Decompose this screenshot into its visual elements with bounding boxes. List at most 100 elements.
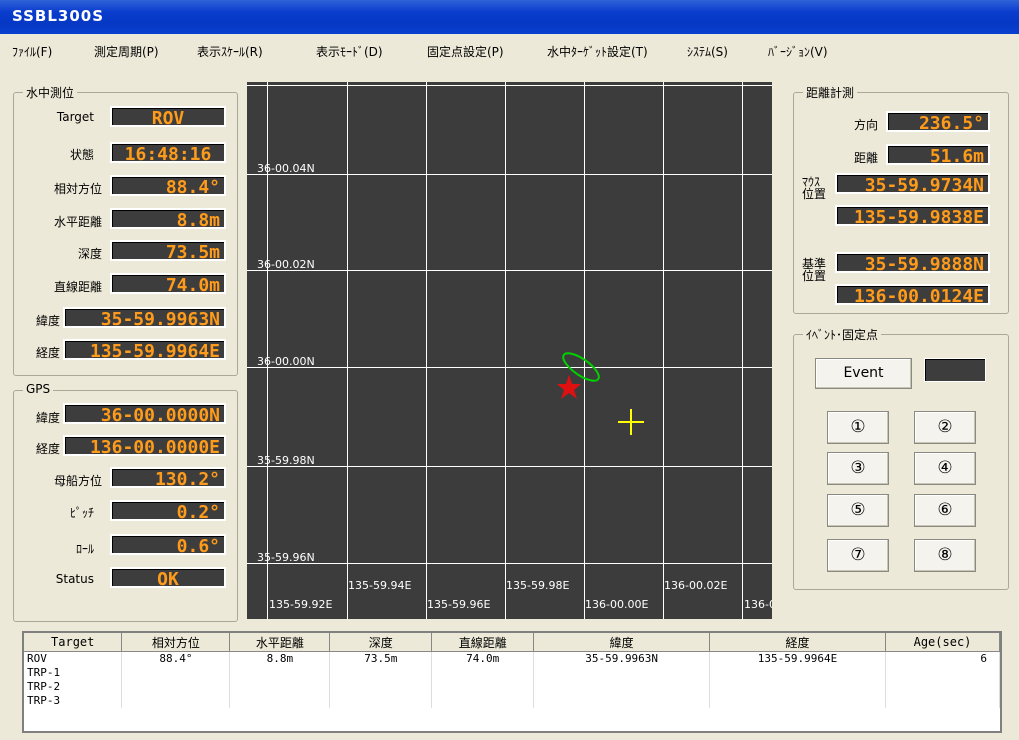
menu-bar: ﾌｧｲﾙ(F) 測定周期(P) 表示ｽｹｰﾙ(R) 表示ﾓｰﾄﾞ(D) 固定点設…	[0, 40, 1019, 62]
fixed-point-5-button[interactable]: ⑤	[827, 494, 889, 527]
grid-lines	[247, 82, 772, 619]
lon-tick-label: 136-00.00E	[585, 598, 648, 611]
pitch-value: 0.2°	[110, 500, 226, 521]
table-cell	[229, 694, 331, 708]
table-row[interactable]: TRP-3	[24, 694, 1000, 708]
table-cell	[329, 694, 433, 708]
position-plot[interactable]: 36-00.04N 36-00.02N 36-00.00N 35-59.98N …	[247, 82, 772, 619]
mouse-longitude-value: 135-59.9838E	[835, 205, 990, 226]
lon-tick-label: 135-59.96E	[427, 598, 490, 611]
fixed-point-1-button[interactable]: ①	[827, 411, 889, 444]
rov-longitude-value: 135-59.9964E	[63, 339, 226, 360]
table-cell	[431, 694, 535, 708]
column-header[interactable]: 水平距離	[229, 633, 331, 652]
lat-tick-label: 36-00.00N	[257, 355, 315, 368]
table-cell	[709, 694, 886, 708]
lat-tick-label: 35-59.98N	[257, 454, 315, 467]
gps-status-value: OK	[110, 567, 226, 588]
table-cell	[121, 666, 231, 680]
roll-value: 0.6°	[110, 534, 226, 555]
relative-bearing-value: 88.4°	[110, 175, 226, 196]
mouse-latitude-value: 35-59.9734N	[835, 173, 990, 194]
reference-position-label: 基準 位置	[802, 257, 827, 283]
depth-label: 深度	[77, 247, 102, 261]
table-row[interactable]: TRP-1	[24, 666, 1000, 680]
table-cell: 74.0m	[431, 651, 535, 666]
vessel-heading-label: 母船方位	[53, 474, 102, 488]
table-row[interactable]: ROV 88.4° 8.8m 73.5m 74.0m 35-59.9963N 1…	[24, 651, 1000, 666]
lat-tick-label: 35-59.96N	[257, 551, 315, 564]
rov-latitude-value: 35-59.9963N	[63, 307, 226, 328]
column-header[interactable]: Target	[24, 633, 123, 652]
table-cell: 35-59.9963N	[533, 651, 711, 666]
axis-labels: 36-00.04N 36-00.02N 36-00.00N 35-59.98N …	[257, 162, 772, 611]
table-cell: 135-59.9964E	[709, 651, 886, 666]
title-bar[interactable]: SSBL300S	[0, 0, 1019, 34]
table-cell	[885, 666, 1000, 680]
status-label: 状態	[69, 148, 94, 162]
fixed-point-6-button[interactable]: ⑥	[914, 494, 976, 527]
horizontal-distance-label: 水平距離	[53, 215, 102, 229]
menu-underwater-target-settings[interactable]: 水中ﾀｰｹﾞｯﾄ設定(T)	[547, 45, 648, 59]
table-cell	[533, 680, 711, 694]
depth-value: 73.5m	[110, 240, 226, 261]
gps-group: GPS	[13, 382, 238, 622]
status-time-value: 16:48:16	[110, 142, 226, 163]
pitch-label: ﾋﾟｯﾁ	[69, 506, 94, 520]
plot-canvas: 36-00.04N 36-00.02N 36-00.00N 35-59.98N …	[247, 82, 772, 619]
reference-latitude-value: 35-59.9888N	[835, 252, 990, 273]
direction-value: 236.5°	[886, 111, 990, 132]
fixed-point-8-button[interactable]: ⑧	[914, 539, 976, 572]
fixed-point-4-button[interactable]: ④	[914, 452, 976, 485]
table-cell	[709, 680, 886, 694]
column-header[interactable]: 深度	[329, 633, 433, 652]
column-header[interactable]: 直線距離	[431, 633, 535, 652]
table-cell: 6	[885, 651, 1000, 666]
table-row[interactable]: TRP-2	[24, 680, 1000, 694]
gps-latitude-value: 36-00.0000N	[63, 403, 226, 424]
slant-distance-label: 直線距離	[53, 280, 102, 294]
menu-file[interactable]: ﾌｧｲﾙ(F)	[12, 45, 53, 59]
column-header[interactable]: Age(sec)	[885, 633, 1000, 652]
table-header-row: Target 相対方位 水平距離 深度 直線距離 緯度 経度 Age(sec)	[24, 633, 1000, 652]
table-cell	[533, 666, 711, 680]
reference-longitude-value: 136-00.0124E	[835, 284, 990, 305]
menu-version[interactable]: ﾊﾞｰｼﾞｮﾝ(V)	[768, 45, 828, 59]
fixed-point-7-button[interactable]: ⑦	[827, 539, 889, 572]
lon-tick-label: 135-59.98E	[506, 579, 569, 592]
fixed-point-3-button[interactable]: ③	[827, 452, 889, 485]
table-cell	[431, 680, 535, 694]
table-cell	[885, 694, 1000, 708]
gps-status-label: Status	[55, 572, 94, 586]
target-table: Target 相対方位 水平距離 深度 直線距離 緯度 経度 Age(sec) …	[24, 633, 1000, 708]
lat-tick-label: 36-00.04N	[257, 162, 315, 175]
slant-distance-value: 74.0m	[110, 273, 226, 294]
relative-bearing-label: 相対方位	[53, 182, 102, 196]
menu-measure-period[interactable]: 測定周期(P)	[94, 45, 159, 59]
underwater-positioning-group: 水中測位	[13, 84, 238, 376]
reference-crosshair	[618, 409, 644, 435]
target-table-container[interactable]: Target 相対方位 水平距離 深度 直線距離 緯度 経度 Age(sec) …	[22, 631, 1002, 733]
column-header[interactable]: 相対方位	[121, 633, 231, 652]
menu-system[interactable]: ｼｽﾃﾑ(S)	[687, 45, 728, 59]
table-cell	[121, 694, 231, 708]
event-button[interactable]: Event	[815, 358, 912, 389]
lon-tick-label: 135-59.94E	[348, 579, 411, 592]
menu-fixed-point-settings[interactable]: 固定点設定(P)	[427, 45, 504, 59]
direction-label: 方向	[853, 118, 878, 132]
distance-value: 51.6m	[886, 144, 990, 165]
menu-display-mode[interactable]: 表示ﾓｰﾄﾞ(D)	[316, 45, 383, 59]
column-header[interactable]: 緯度	[533, 633, 711, 652]
menu-display-scale[interactable]: 表示ｽｹｰﾙ(R)	[197, 45, 263, 59]
target-value: ROV	[110, 106, 226, 127]
target-label: Target	[56, 110, 94, 124]
event-fixed-point-group: ｲﾍﾞﾝﾄ･固定点	[793, 326, 1009, 590]
table-cell: TRP-2	[24, 680, 123, 694]
table-cell	[329, 680, 433, 694]
table-cell: 88.4°	[121, 651, 231, 666]
column-header[interactable]: 経度	[709, 633, 886, 652]
table-cell	[229, 666, 331, 680]
horizontal-distance-value: 8.8m	[110, 208, 226, 229]
table-cell	[329, 666, 433, 680]
fixed-point-2-button[interactable]: ②	[914, 411, 976, 444]
